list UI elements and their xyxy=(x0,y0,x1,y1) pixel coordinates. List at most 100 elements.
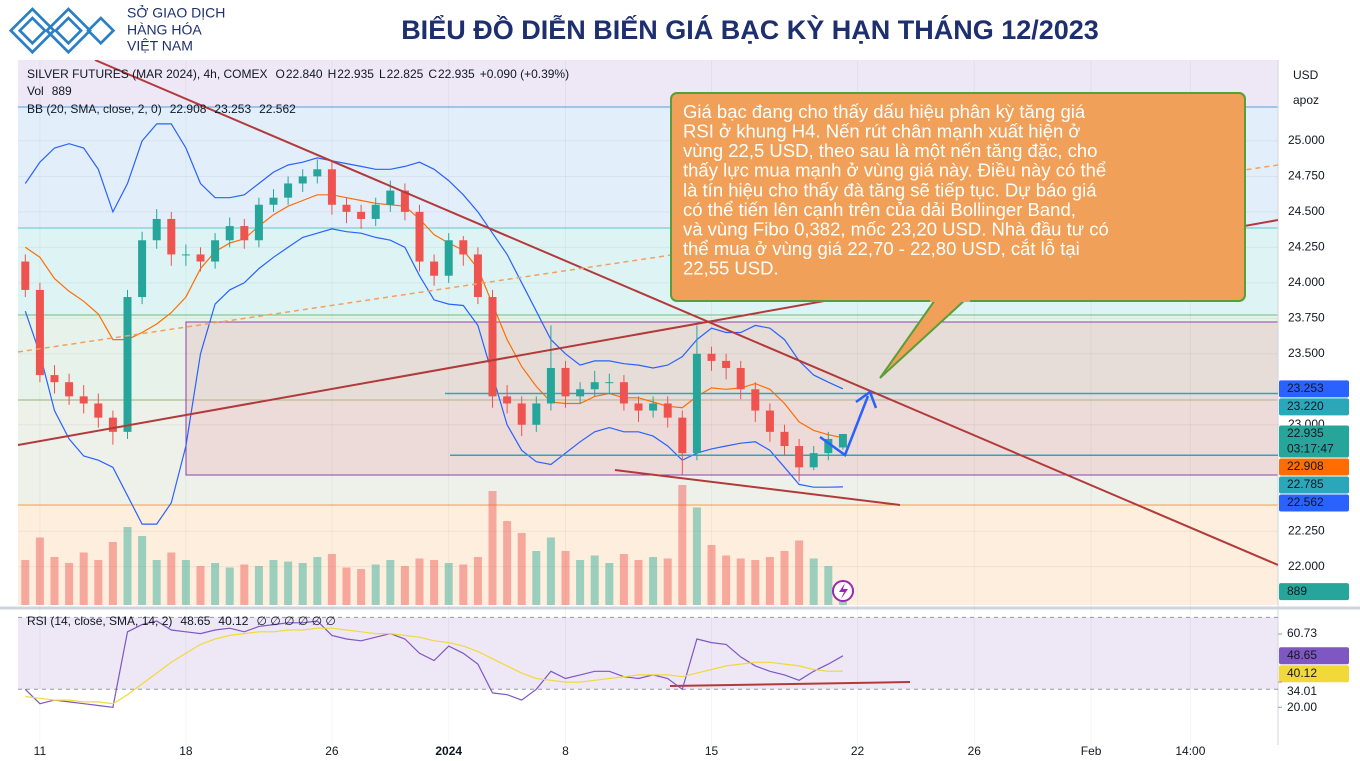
candle-body xyxy=(634,403,643,411)
volume-badge: 889 xyxy=(1287,584,1307,598)
volume-bar xyxy=(488,491,497,605)
level-badge: 22.785 xyxy=(1287,477,1324,491)
y-tick-label: 25.000 xyxy=(1288,133,1325,147)
bb-lower xyxy=(24,228,843,525)
volume-bar xyxy=(386,560,395,605)
price-badge xyxy=(1279,647,1349,665)
x-tick-label: 26 xyxy=(325,744,339,758)
y-tick-label: 24.500 xyxy=(1288,204,1325,218)
change: +0.090 (+0.39%) xyxy=(480,67,569,81)
candle-body xyxy=(605,382,614,384)
volume-bar xyxy=(459,564,468,605)
volume-bar xyxy=(254,566,263,605)
volume-bar xyxy=(400,566,409,605)
candle-body xyxy=(50,375,59,383)
annotation-line: thấy lực mua mạnh ở vùng giá này. Điều n… xyxy=(683,160,1106,181)
rsi-band xyxy=(18,617,1278,690)
volume-bar xyxy=(152,560,161,605)
bb-basis xyxy=(24,194,844,439)
ohlc-value: 22.825 xyxy=(387,67,424,81)
rsi-tick-label: 34.01 xyxy=(1287,684,1317,698)
last-price-badge: 22.935 xyxy=(1287,426,1324,440)
price-badge xyxy=(1279,665,1349,683)
candle-body xyxy=(809,453,818,468)
candle-body xyxy=(488,297,497,397)
volume-bar xyxy=(692,507,701,605)
candle-body xyxy=(327,169,336,205)
volume-bar xyxy=(269,560,278,605)
y-tick-label: 23.750 xyxy=(1288,310,1325,324)
rsi-label: RSI (14, close, SMA, 14, 2) xyxy=(27,614,172,628)
candle-body xyxy=(736,367,745,390)
bb-basis-badge: 22.908 xyxy=(1287,459,1324,473)
annotation: Giá bạc đang cho thấy dấu hiệu phân kỳ t… xyxy=(683,101,1109,279)
volume-bar xyxy=(561,551,570,605)
candle-body xyxy=(459,240,468,255)
volume-bar xyxy=(619,554,628,605)
candle-body xyxy=(181,254,190,256)
callout xyxy=(670,92,1246,379)
rsi-ma-line xyxy=(25,627,843,705)
candle-body xyxy=(284,183,293,198)
volume-bar xyxy=(240,564,249,605)
candle-body xyxy=(561,367,570,397)
volume-bar xyxy=(225,567,234,605)
price-badge xyxy=(1279,476,1349,494)
volume-bar xyxy=(722,555,731,605)
candle-body xyxy=(123,297,132,432)
volume-value: 889 xyxy=(52,84,72,98)
volume-bar xyxy=(79,552,88,605)
volume-bar xyxy=(21,560,30,605)
volume-bar xyxy=(94,560,103,605)
bb-upper-value: 23.253 xyxy=(214,102,251,116)
volume-bar xyxy=(532,551,541,605)
candle-body xyxy=(21,261,30,290)
volume-bar xyxy=(35,537,44,605)
annotation-line: vùng 22,5 USD, theo sau là một nến tăng … xyxy=(683,140,1097,161)
candle-body xyxy=(444,240,453,276)
volume-bar xyxy=(590,555,599,605)
candle-body xyxy=(649,403,658,411)
price-badge xyxy=(1279,458,1349,476)
volume-bar xyxy=(780,551,789,605)
x-tick-label: Feb xyxy=(1081,744,1102,758)
price-badge xyxy=(1279,398,1349,416)
rsi-ma-value: 40.12 xyxy=(218,614,248,628)
candle-body xyxy=(211,240,220,262)
x-tick-label: 22 xyxy=(851,744,865,758)
candle-body xyxy=(167,218,176,255)
candle-body xyxy=(780,431,789,447)
volume-bar xyxy=(342,567,351,605)
countdown: 03:17:47 xyxy=(1287,442,1334,456)
candle-body xyxy=(415,211,424,262)
volume-bar xyxy=(196,566,205,605)
volume-bar xyxy=(138,536,147,605)
rsi-tick-label: 20.00 xyxy=(1287,700,1317,714)
candle-body xyxy=(35,289,44,376)
logo-line: SỞ GIAO DỊCH xyxy=(127,4,225,21)
page-title: BIỂU ĐỒ DIỄN BIẾN GIÁ BẠC KỲ HẠN THÁNG 1… xyxy=(401,14,1099,45)
volume-bar xyxy=(65,563,74,605)
volume-bar xyxy=(298,563,307,605)
annotation-line: là tín hiệu cho thấy đà tăng sẽ tiếp tục… xyxy=(683,179,1097,200)
level-badge: 23.220 xyxy=(1287,399,1324,413)
annotation-line: 22,55 USD. xyxy=(683,258,779,279)
rsi-line xyxy=(24,620,844,708)
volume-bar xyxy=(108,542,117,605)
x-tick-label: 18 xyxy=(179,744,193,758)
symbol: SILVER FUTURES (MAR 2024), 4h, COMEX xyxy=(27,67,268,81)
candle-body xyxy=(678,417,687,454)
candle-body xyxy=(400,190,409,212)
volume-bar xyxy=(503,521,512,605)
logo-line: HÀNG HÓA xyxy=(127,22,202,38)
bb-lower-value: 22.562 xyxy=(259,102,296,116)
candle-body xyxy=(65,382,74,397)
x-tick-label: 11 xyxy=(34,744,47,758)
price-badge xyxy=(1279,425,1349,458)
candle-body xyxy=(546,367,555,404)
candle-body xyxy=(765,410,774,432)
price-badge xyxy=(1279,583,1349,601)
price-badge xyxy=(1279,494,1349,512)
candle-body xyxy=(196,254,205,262)
